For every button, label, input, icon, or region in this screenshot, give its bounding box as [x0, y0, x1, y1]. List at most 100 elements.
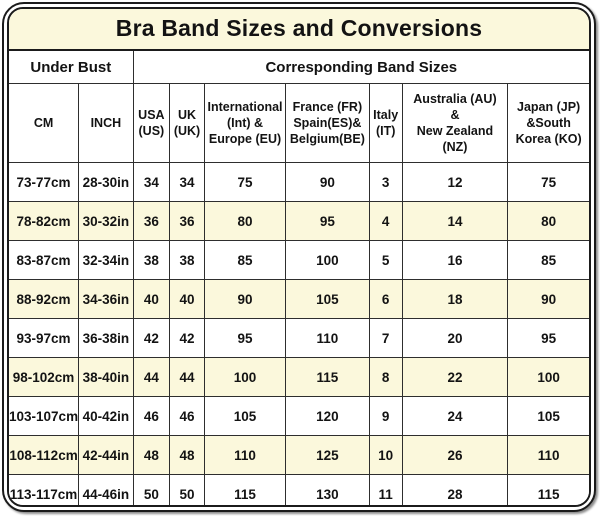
table-cell: 12 — [401, 162, 509, 202]
table-cell: 95 — [203, 318, 287, 358]
table-cell: 110 — [285, 318, 370, 358]
table-cell: 34-36in — [78, 279, 134, 319]
table-cell: 73-77cm — [9, 162, 80, 202]
table-cell: 103-107cm — [9, 396, 80, 436]
table-cell: 44-46in — [78, 474, 134, 505]
table-cell: 108-112cm — [9, 435, 80, 475]
column-header-au-nz: Australia (AU) & New Zealand (NZ) — [401, 83, 509, 163]
table-row: 103-107cm 40-42in 46 46 105 120 9 24 105 — [9, 396, 589, 436]
column-header-jp-ko: Japan (JP) &South Korea (KO) — [507, 83, 589, 163]
table-cell: 90 — [507, 279, 589, 319]
table-cell: 46 — [132, 396, 171, 436]
table-cell: 110 — [507, 435, 589, 475]
table-cell: 93-97cm — [9, 318, 80, 358]
table-title: Bra Band Sizes and Conversions — [9, 9, 589, 51]
table-row: 88-92cm 34-36in 40 40 90 105 6 18 90 — [9, 279, 589, 319]
table-cell: 85 — [507, 240, 589, 280]
column-header-usa: USA (US) — [132, 83, 171, 163]
table-row: 83-87cm 32-34in 38 38 85 100 5 16 85 — [9, 240, 589, 280]
table-row: 108-112cm 42-44in 48 48 110 125 10 26 110 — [9, 435, 589, 475]
table-cell: 34 — [132, 162, 171, 202]
table-cell: 44 — [169, 357, 205, 397]
table-cell: 105 — [507, 396, 589, 436]
table-cell: 80 — [507, 201, 589, 241]
table-cell: 98-102cm — [9, 357, 80, 397]
table-cell: 90 — [203, 279, 287, 319]
table-cell: 9 — [368, 396, 403, 436]
table-cell: 7 — [368, 318, 403, 358]
table-cell: 32-34in — [78, 240, 134, 280]
table-frame-inner: Bra Band Sizes and Conversions Under Bus… — [7, 7, 591, 507]
table-cell: 46 — [169, 396, 205, 436]
table-cell: 14 — [401, 201, 509, 241]
table-cell: 75 — [203, 162, 287, 202]
column-header-fr-es-be: France (FR) Spain(ES)& Belgium(BE) — [285, 83, 370, 163]
table-cell: 10 — [368, 435, 403, 475]
table-cell: 100 — [285, 240, 370, 280]
table-cell: 48 — [169, 435, 205, 475]
table-cell: 115 — [507, 474, 589, 505]
table-cell: 130 — [285, 474, 370, 505]
table-row: 73-77cm 28-30in 34 34 75 90 3 12 75 — [9, 162, 589, 202]
table-cell: 83-87cm — [9, 240, 80, 280]
table-cell: 113-117cm — [9, 474, 80, 505]
table-cell: 115 — [203, 474, 287, 505]
table-cell: 48 — [132, 435, 171, 475]
table-cell: 28 — [401, 474, 509, 505]
table-cell: 18 — [401, 279, 509, 319]
conversion-table: Under Bust Corresponding Band Sizes CM I… — [9, 51, 589, 505]
table-cell: 42-44in — [78, 435, 134, 475]
group-header-row: Under Bust Corresponding Band Sizes — [9, 51, 589, 84]
table-cell: 3 — [368, 162, 403, 202]
table-cell: 30-32in — [78, 201, 134, 241]
column-header-cm: CM — [9, 83, 80, 163]
table-cell: 80 — [203, 201, 287, 241]
table-cell: 36 — [132, 201, 171, 241]
table-cell: 78-82cm — [9, 201, 80, 241]
table-row: 113-117cm 44-46in 50 50 115 130 11 28 115 — [9, 474, 589, 505]
table-cell: 5 — [368, 240, 403, 280]
table-cell: 120 — [285, 396, 370, 436]
table-cell: 38-40in — [78, 357, 134, 397]
table-cell: 50 — [169, 474, 205, 505]
table-cell: 36-38in — [78, 318, 134, 358]
table-header: Under Bust Corresponding Band Sizes CM I… — [9, 51, 589, 163]
group-header-under-bust: Under Bust — [9, 51, 134, 84]
table-cell: 38 — [132, 240, 171, 280]
table-cell: 40-42in — [78, 396, 134, 436]
table-cell: 95 — [507, 318, 589, 358]
table-cell: 115 — [285, 357, 370, 397]
table-cell: 28-30in — [78, 162, 134, 202]
table-cell: 85 — [203, 240, 287, 280]
table-cell: 105 — [285, 279, 370, 319]
table-cell: 11 — [368, 474, 403, 505]
table-cell: 100 — [203, 357, 287, 397]
table-cell: 26 — [401, 435, 509, 475]
table-cell: 38 — [169, 240, 205, 280]
table-cell: 40 — [169, 279, 205, 319]
table-body: 73-77cm 28-30in 34 34 75 90 3 12 75 78-82cm 30-32i… — [9, 162, 589, 505]
table-frame: Bra Band Sizes and Conversions Under Bus… — [2, 2, 596, 512]
table-cell: 100 — [507, 357, 589, 397]
table-cell: 36 — [169, 201, 205, 241]
table-row: 93-97cm 36-38in 42 42 95 110 7 20 95 — [9, 318, 589, 358]
column-header-row: CM INCH USA (US) UK (UK) International (… — [9, 83, 589, 163]
table-cell: 95 — [285, 201, 370, 241]
table-cell: 4 — [368, 201, 403, 241]
table-cell: 20 — [401, 318, 509, 358]
table-cell: 42 — [132, 318, 171, 358]
column-header-int-eu: International (Int) & Europe (EU) — [203, 83, 287, 163]
table-cell: 16 — [401, 240, 509, 280]
table-row: 78-82cm 30-32in 36 36 80 95 4 14 80 — [9, 201, 589, 241]
column-header-italy: Italy (IT) — [368, 83, 403, 163]
table-cell: 75 — [507, 162, 589, 202]
table-cell: 6 — [368, 279, 403, 319]
table-row: 98-102cm 38-40in 44 44 100 115 8 22 100 — [9, 357, 589, 397]
group-header-corresponding-band-sizes: Corresponding Band Sizes — [132, 51, 589, 84]
table-cell: 110 — [203, 435, 287, 475]
column-header-inch: INCH — [78, 83, 134, 163]
table-cell: 22 — [401, 357, 509, 397]
table-cell: 44 — [132, 357, 171, 397]
table-cell: 34 — [169, 162, 205, 202]
